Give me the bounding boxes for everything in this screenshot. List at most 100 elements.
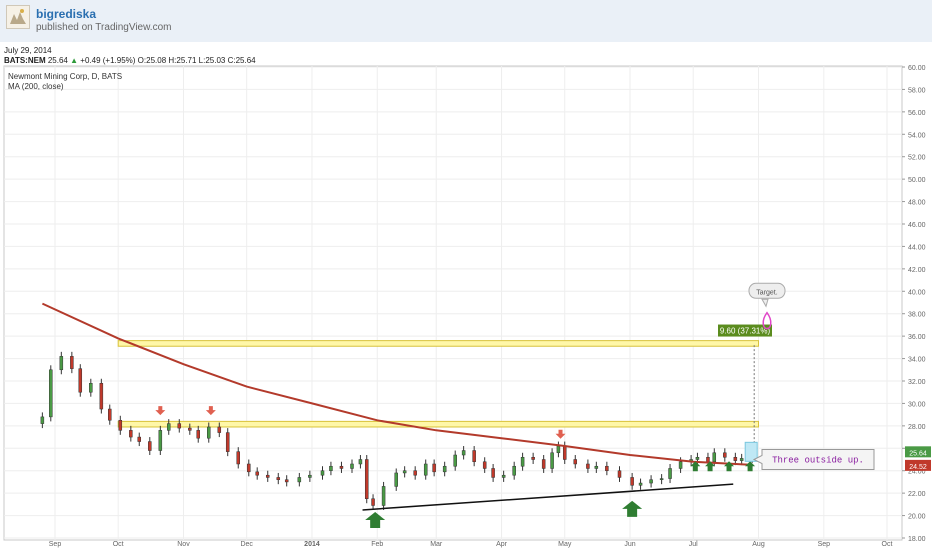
y-tick-label: 22.00 xyxy=(908,491,926,498)
callout-bubble xyxy=(752,449,875,470)
y-tick-label: 24.00 xyxy=(908,469,926,476)
y-tick-label: 50.00 xyxy=(908,177,926,184)
candle-body xyxy=(137,436,142,442)
y-tick-label: 46.00 xyxy=(908,222,926,229)
target-bubble xyxy=(748,282,786,299)
candle-body xyxy=(177,423,182,429)
candle-body xyxy=(59,356,64,371)
candle-body xyxy=(562,445,567,460)
quote-line: BATS:NEM 25.64 ▲ +0.49 (+1.95%) O:25.08 … xyxy=(4,56,256,65)
candle-body xyxy=(207,426,211,439)
y-tick-label: 60.00 xyxy=(908,65,926,72)
measure-label: 9.60 (37.31%) xyxy=(720,327,771,336)
candle-body xyxy=(605,465,609,471)
candle-body xyxy=(225,432,230,452)
resistance-zone xyxy=(117,340,760,347)
candle-body xyxy=(586,463,590,469)
candle-body xyxy=(166,423,171,431)
up-arrow-icon xyxy=(745,461,756,472)
y-tick-label: 28.00 xyxy=(908,424,926,431)
candle-body xyxy=(308,474,312,478)
candle-body xyxy=(108,408,112,421)
avatar-image xyxy=(7,6,29,28)
y-tick-label: 32.00 xyxy=(908,379,926,386)
candle-body xyxy=(247,463,251,473)
candle-body xyxy=(350,463,354,469)
candle-body xyxy=(148,441,152,451)
candle-body xyxy=(129,430,133,438)
candle-body xyxy=(668,468,672,479)
candle-body xyxy=(371,498,375,506)
candle-body xyxy=(659,478,664,480)
candle-body xyxy=(118,420,123,431)
candle-body xyxy=(594,465,599,469)
candle-body xyxy=(649,479,653,484)
candle-body xyxy=(472,450,476,462)
target-icon xyxy=(762,311,772,330)
x-tick-label: Jul xyxy=(689,541,698,548)
y-tick-label: 34.00 xyxy=(908,357,926,364)
candle-body xyxy=(89,382,93,393)
quote-high-label: H: xyxy=(168,56,177,65)
quote-change: +0.49 (+1.95%) xyxy=(80,56,136,65)
candle-body xyxy=(413,470,417,476)
author-avatar[interactable] xyxy=(6,5,30,29)
candle-body xyxy=(541,459,546,469)
candle-body xyxy=(678,461,683,469)
ma-value-badge xyxy=(905,459,931,471)
ma-200-line xyxy=(41,302,753,466)
quote-last: 25.64 xyxy=(47,56,68,65)
published-on-text: published on TradingView.com xyxy=(36,22,172,33)
measure-label-box xyxy=(718,324,772,337)
candle-body xyxy=(739,458,744,461)
y-tick-label: 58.00 xyxy=(908,87,926,94)
down-arrow-icon xyxy=(205,406,216,416)
candle-body xyxy=(733,457,738,461)
quote-high: 25.71 xyxy=(176,56,197,65)
callout-text: Three outside up. xyxy=(772,456,864,466)
candle-body xyxy=(358,459,363,465)
candle-body xyxy=(196,430,200,439)
down-arrow-icon xyxy=(555,429,566,439)
candle-body xyxy=(297,477,302,483)
y-tick-label: 56.00 xyxy=(908,110,926,117)
quote-low-label: L: xyxy=(198,56,206,65)
candle-body xyxy=(550,452,554,469)
y-tick-label: 36.00 xyxy=(908,334,926,341)
quote-up-icon: ▲ xyxy=(70,56,79,65)
candle-body xyxy=(423,463,428,476)
y-tick-label: 54.00 xyxy=(908,132,926,139)
legend-symbol: Newmont Mining Corp, D, BATS xyxy=(8,72,122,81)
x-tick-label: Dec xyxy=(240,541,253,548)
x-tick-label: 2014 xyxy=(304,541,320,548)
candle-body xyxy=(453,454,457,467)
candle-body xyxy=(70,356,74,369)
x-tick-label: May xyxy=(558,541,572,548)
y-tick-label: 40.00 xyxy=(908,289,926,296)
quote-low: 25.03 xyxy=(205,56,226,65)
candle-body xyxy=(432,463,436,473)
candle-body xyxy=(461,450,466,456)
candle-body xyxy=(501,474,506,478)
candle-body xyxy=(531,457,535,460)
candle-body xyxy=(617,470,622,478)
measure-box xyxy=(744,441,758,462)
up-arrow-icon xyxy=(690,461,701,472)
candle-body xyxy=(40,416,45,424)
x-tick-label: Feb xyxy=(371,541,383,548)
y-tick-label: 30.00 xyxy=(908,401,926,408)
target-label: Target. xyxy=(756,289,777,296)
y-tick-label: 52.00 xyxy=(908,155,926,162)
candle-body xyxy=(188,427,192,431)
author-name[interactable]: bigrediska xyxy=(36,7,97,21)
down-arrow-icon xyxy=(155,406,166,416)
publisher-header: bigrediska published on TradingView.com xyxy=(0,0,932,42)
y-tick-label: 44.00 xyxy=(908,244,926,251)
candle-body xyxy=(630,477,634,486)
candle-body xyxy=(99,382,104,410)
quote-close: 25.64 xyxy=(235,56,256,65)
up-arrow-icon xyxy=(724,461,735,472)
candle-body xyxy=(402,470,407,474)
candle-body xyxy=(255,471,259,476)
